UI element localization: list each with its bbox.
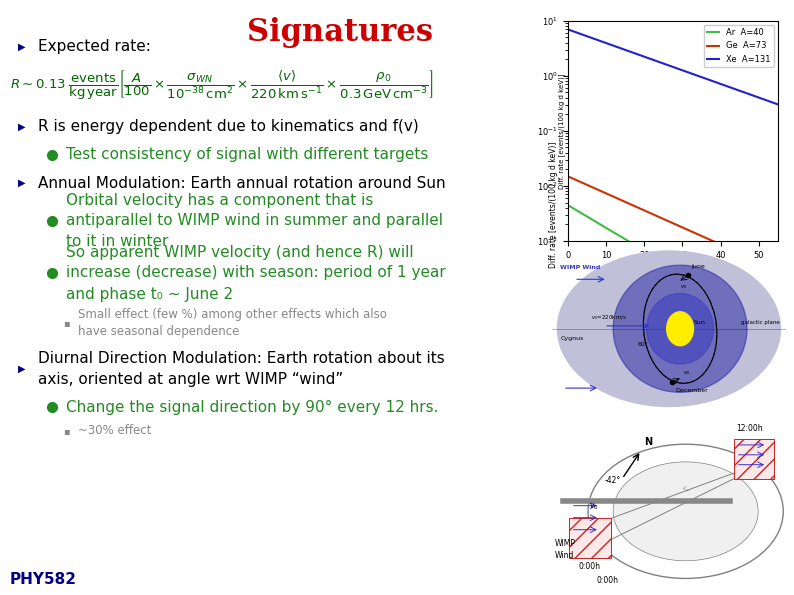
Text: Sun: Sun (693, 321, 705, 325)
Text: PHY582: PHY582 (10, 572, 77, 587)
Bar (734, 439, 774, 479)
Ge  A=73 (773, 267, 783, 274)
Xe  A=131 (773, 101, 783, 108)
Text: Expected rate:: Expected rate: (38, 39, 151, 55)
Ellipse shape (646, 293, 714, 364)
Text: Diff. rate [events/(100 kg d keV)]: Diff. rate [events/(100 kg d keV)] (549, 142, 558, 268)
Text: Test consistency of signal with different targets: Test consistency of signal with differen… (66, 148, 429, 162)
Text: $L_{\infty}$: $L_{\infty}$ (680, 484, 692, 496)
Text: ▶: ▶ (18, 42, 25, 52)
Xe  A=131 (658, 60, 668, 67)
Ar  A=40 (658, 258, 668, 265)
Text: -42°: -42° (604, 476, 620, 485)
Text: Diff. rate [events/(100 kg d keV)]: Diff. rate [events/(100 kg d keV)] (558, 73, 565, 189)
Ge  A=73 (703, 236, 713, 243)
Ar  A=40 (773, 327, 783, 334)
Text: Orbital velocity has a component that is
antiparallel to WIMP wind in summer and: Orbital velocity has a component that is… (66, 193, 443, 249)
Text: WIMP Wind: WIMP Wind (560, 265, 600, 270)
Xe  A=131 (563, 26, 572, 33)
Circle shape (667, 312, 693, 346)
Ge  A=73 (722, 243, 731, 250)
Text: Signatures: Signatures (247, 17, 433, 48)
Text: So apparent WIMP velocity (and hence R) will
increase (decrease) with season: pe: So apparent WIMP velocity (and hence R) … (66, 245, 445, 302)
Text: ~30% effect: ~30% effect (78, 424, 152, 437)
Xe  A=131 (600, 39, 610, 46)
Ar  A=40 (563, 202, 572, 209)
Text: June: June (692, 264, 705, 270)
Text: $v_0$=220km/s: $v_0$=220km/s (591, 313, 626, 322)
Text: 12:00h: 12:00h (736, 424, 762, 433)
Xe  A=131 (687, 70, 696, 77)
Ar  A=40 (600, 224, 610, 231)
Text: 0:00h: 0:00h (596, 577, 619, 585)
Text: ▪: ▪ (63, 318, 69, 328)
Text: $v_0$: $v_0$ (588, 502, 598, 512)
X-axis label: Recoil energy [keVr]: Recoil energy [keVr] (626, 265, 719, 274)
Ar  A=40 (722, 296, 731, 303)
Ge  A=73 (658, 215, 668, 223)
Line: Ge  A=73: Ge A=73 (568, 176, 778, 270)
Text: $v_{\rm II}$: $v_{\rm II}$ (680, 283, 688, 290)
Xe  A=131 (617, 45, 626, 52)
Ar  A=40 (687, 275, 696, 283)
Ellipse shape (613, 462, 758, 560)
Text: ▶: ▶ (18, 364, 25, 374)
Text: ▪: ▪ (63, 426, 69, 436)
Text: Cygnus: Cygnus (561, 336, 584, 341)
Text: ▶: ▶ (18, 122, 25, 132)
Text: $R \sim 0.13 \; \dfrac{\mathrm{events}}{\mathrm{kg\,year}} \left[ \dfrac{A}{100}: $R \sim 0.13 \; \dfrac{\mathrm{events}}{… (10, 68, 434, 102)
Text: ▶: ▶ (18, 178, 25, 188)
Line: Ar  A=40: Ar A=40 (568, 205, 778, 330)
Ellipse shape (557, 251, 781, 406)
Text: Diurnal Direction Modulation: Earth rotation about its
axis, oriented at angle w: Diurnal Direction Modulation: Earth rota… (38, 351, 445, 387)
Text: Small effect (few %) among other effects which also
have seasonal dependence: Small effect (few %) among other effects… (78, 308, 387, 338)
Text: December: December (676, 388, 708, 393)
Line: Xe  A=131: Xe A=131 (568, 29, 778, 105)
Text: $v_{\rm II}$: $v_{\rm II}$ (684, 369, 691, 377)
Xe  A=131 (703, 76, 713, 83)
Ellipse shape (613, 265, 747, 392)
Ge  A=73 (617, 197, 626, 204)
Text: R is energy dependent due to kinematics and f(v): R is energy dependent due to kinematics … (38, 120, 418, 134)
Text: galactic plane: galactic plane (742, 321, 781, 325)
Text: Annual Modulation: Earth annual rotation around Sun: Annual Modulation: Earth annual rotation… (38, 176, 445, 190)
Text: N: N (645, 437, 653, 447)
Text: 0:00h: 0:00h (579, 562, 601, 571)
Ge  A=73 (563, 173, 572, 180)
Text: WIMP: WIMP (555, 539, 576, 549)
Xe  A=131 (722, 82, 731, 89)
Text: 60°: 60° (638, 342, 649, 347)
Bar (569, 518, 611, 558)
Ar  A=40 (617, 234, 626, 241)
Text: Wind: Wind (555, 550, 575, 560)
Text: Change the signal direction by 90° every 12 hrs.: Change the signal direction by 90° every… (66, 399, 438, 415)
Ar  A=40 (703, 285, 713, 292)
Ge  A=73 (600, 189, 610, 196)
Legend: Ar  A=40, Ge  A=73, Xe  A=131: Ar A=40, Ge A=73, Xe A=131 (703, 25, 774, 67)
Ge  A=73 (687, 228, 696, 235)
